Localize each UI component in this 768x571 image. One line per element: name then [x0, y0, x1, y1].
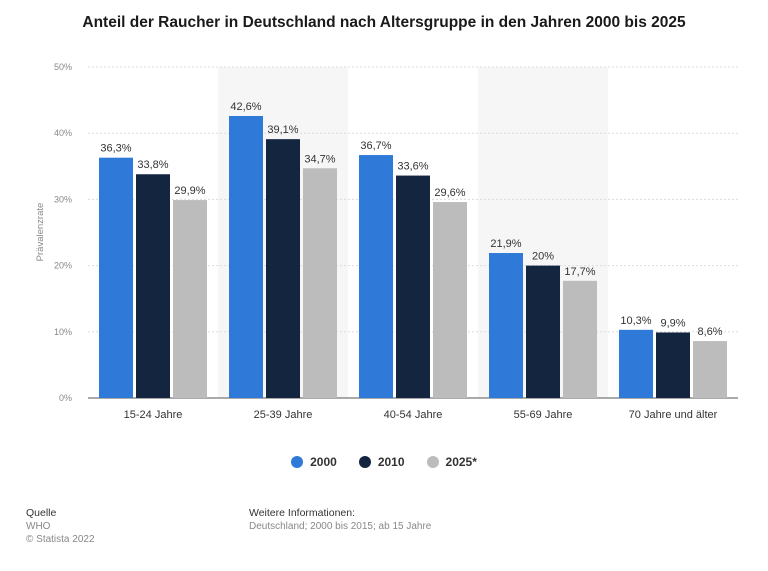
bar-2010-3: [526, 265, 560, 398]
y-axis-label: Prävalenzrate: [35, 203, 46, 262]
data-label: 36,3%: [100, 143, 131, 155]
info-value: Deutschland; 2000 bis 2015; ab 15 Jahre: [249, 521, 432, 532]
data-label: 10,3%: [620, 315, 651, 327]
legend-label-2000: 2000: [310, 455, 337, 469]
data-label: 20%: [532, 251, 554, 263]
bar-2010-1: [266, 139, 300, 398]
chart-title: Anteil der Raucher in Deutschland nach A…: [82, 14, 686, 31]
x-tick-label: 15-24 Jahre: [124, 409, 183, 421]
bar-2010-2: [396, 175, 430, 398]
legend-swatch-2010: [358, 456, 371, 468]
data-label: 21,9%: [490, 238, 521, 250]
y-tick-label: 40%: [54, 128, 72, 138]
data-label: 9,9%: [660, 317, 685, 329]
bar-2025-3: [563, 280, 597, 398]
x-tick-label: 55-69 Jahre: [514, 409, 573, 421]
source-heading: Quelle: [26, 507, 57, 519]
bar-2025-2: [433, 202, 467, 398]
data-label: 8,6%: [697, 326, 722, 338]
data-label: 33,8%: [137, 159, 168, 171]
data-label: 17,7%: [564, 266, 595, 278]
y-tick-label: 10%: [54, 327, 72, 337]
bar-2000-2: [359, 155, 393, 398]
x-tick-label: 25-39 Jahre: [254, 409, 313, 421]
bar-2000-3: [489, 253, 523, 398]
bar-2010-0: [136, 174, 170, 398]
y-tick-label: 50%: [54, 62, 72, 72]
info-block: Weitere Informationen: Deutschland; 2000…: [249, 507, 431, 533]
copyright-text: © Statista 2022: [26, 534, 95, 545]
bar-2000-4: [619, 329, 653, 398]
bar-2025-4: [693, 341, 727, 398]
source-value[interactable]: WHO: [26, 521, 51, 532]
legend-label-2010: 2010: [377, 455, 405, 469]
x-tick-label: 40-54 Jahre: [384, 409, 443, 421]
x-tick-label: 70 Jahre und älter: [629, 409, 718, 421]
data-label: 36,7%: [360, 140, 391, 152]
bar-2010-4: [656, 332, 690, 398]
legend-item-2025[interactable]: 2025*: [426, 455, 477, 469]
data-label: 29,9%: [174, 185, 205, 197]
bar-chart: 0% 10% 20% 30% 40% 50% Prävalenzrate 36,3% 33,8%…: [35, 62, 738, 421]
legend-swatch-2000: [291, 456, 304, 468]
bar-2025-0: [173, 200, 207, 398]
legend-item-2000[interactable]: 2000: [291, 455, 337, 469]
y-tick-label: 0%: [59, 393, 72, 403]
legend-swatch-2025: [426, 456, 439, 468]
data-label: 34,7%: [304, 153, 335, 165]
info-heading: Weitere Informationen:: [249, 507, 356, 519]
bar-2000-0: [99, 157, 133, 398]
bar-2025-1: [303, 168, 337, 398]
data-label: 39,1%: [267, 124, 298, 136]
legend-item-2010[interactable]: 2010: [358, 455, 405, 469]
y-tick-label: 30%: [54, 194, 72, 204]
source-block: Quelle WHO © Statista 2022: [26, 507, 95, 546]
bar-2000-1: [229, 115, 263, 398]
legend-label-2025: 2025*: [445, 455, 477, 469]
y-tick-label: 20%: [54, 261, 72, 271]
data-label: 33,6%: [397, 161, 428, 173]
data-label: 42,6%: [230, 101, 261, 113]
data-label: 29,6%: [434, 187, 465, 199]
chart-legend: 2000 2010 2025*: [0, 455, 768, 469]
